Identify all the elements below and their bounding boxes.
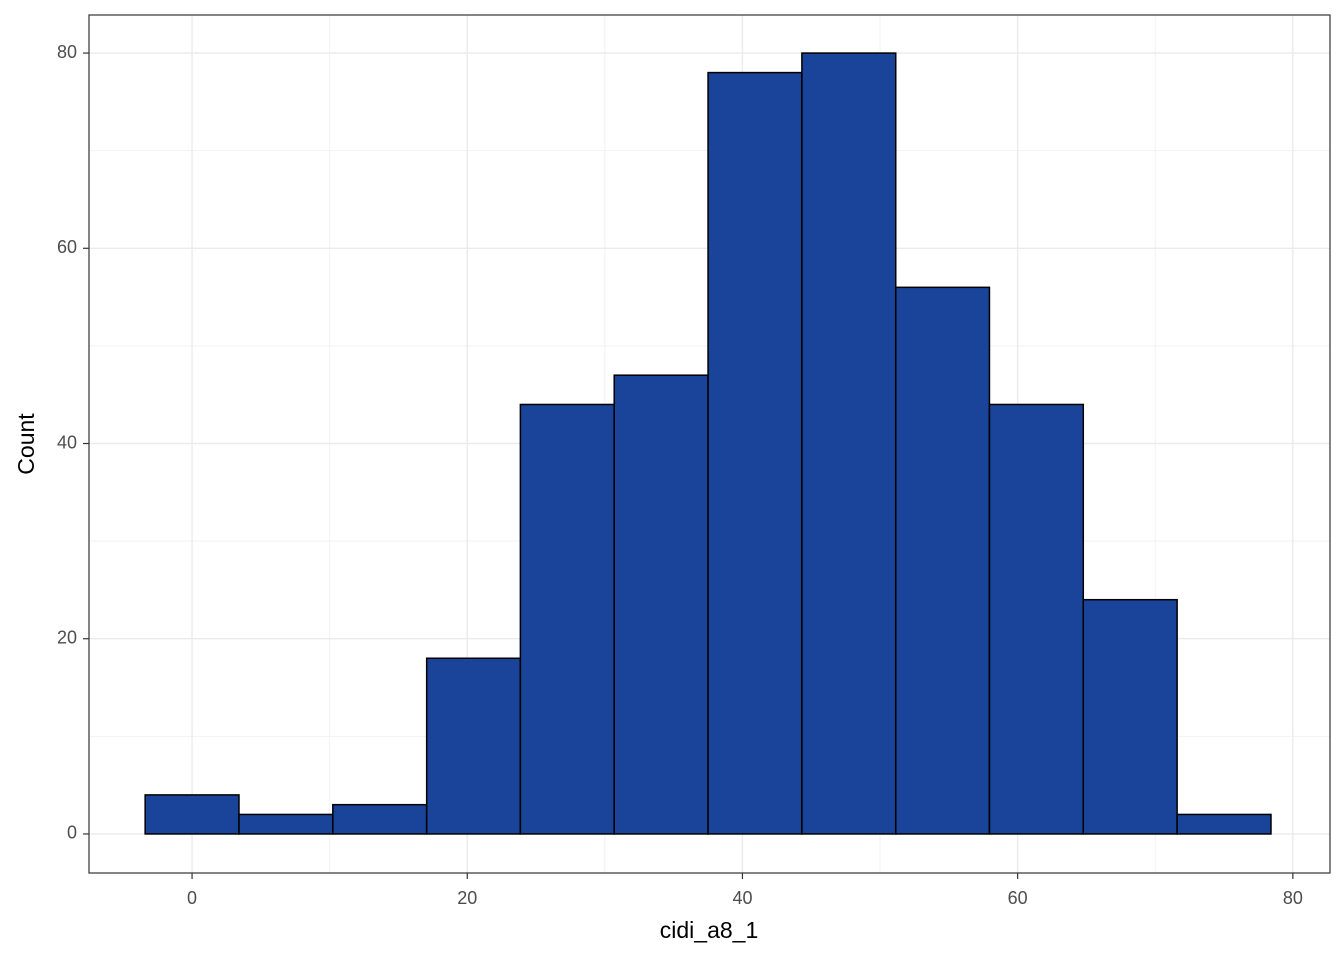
y-tick-label: 80 <box>57 42 77 62</box>
y-tick-label: 0 <box>67 823 77 843</box>
bar <box>707 71 803 835</box>
bar <box>988 403 1085 835</box>
bar <box>519 403 615 835</box>
x-axis-title: cidi_a8_1 <box>660 917 758 943</box>
bar <box>613 374 709 835</box>
bar <box>425 657 522 835</box>
bar <box>1176 813 1272 835</box>
x-tick-label: 0 <box>187 888 197 908</box>
bar <box>332 803 428 835</box>
x-tick-label: 40 <box>732 888 752 908</box>
x-tick-label: 20 <box>457 888 477 908</box>
y-tick-label: 20 <box>57 627 77 647</box>
x-tick-label: 80 <box>1283 888 1303 908</box>
panel-border <box>88 14 1331 874</box>
y-tick-label: 40 <box>57 432 77 452</box>
bar <box>144 794 240 835</box>
bar <box>801 52 897 835</box>
y-tick-label: 60 <box>57 237 77 257</box>
bar <box>894 286 991 835</box>
x-tick-label: 60 <box>1008 888 1028 908</box>
y-axis-title: Count <box>13 413 39 475</box>
bar <box>1082 598 1178 835</box>
bar <box>238 813 334 835</box>
